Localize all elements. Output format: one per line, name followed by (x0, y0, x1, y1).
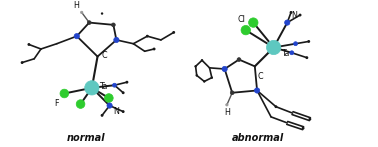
Circle shape (195, 74, 198, 77)
Circle shape (60, 89, 69, 98)
Circle shape (294, 42, 297, 46)
Circle shape (122, 91, 125, 94)
Circle shape (266, 40, 281, 55)
Circle shape (146, 35, 149, 38)
Circle shape (81, 11, 83, 14)
Circle shape (274, 105, 277, 108)
Text: Ta: Ta (99, 82, 108, 91)
Circle shape (172, 31, 175, 34)
Circle shape (125, 81, 129, 84)
Circle shape (107, 103, 112, 108)
Circle shape (305, 56, 308, 59)
Circle shape (112, 23, 115, 27)
Text: N: N (113, 107, 119, 116)
Circle shape (290, 11, 293, 14)
Circle shape (76, 100, 85, 108)
Circle shape (101, 114, 104, 117)
Text: F: F (54, 99, 59, 108)
Circle shape (113, 83, 116, 87)
Circle shape (203, 80, 206, 83)
Circle shape (101, 12, 103, 15)
Circle shape (74, 34, 79, 39)
Circle shape (249, 18, 258, 27)
Circle shape (28, 43, 30, 46)
Circle shape (211, 76, 213, 79)
Circle shape (114, 37, 119, 43)
Circle shape (290, 51, 294, 55)
Circle shape (285, 20, 290, 25)
Text: abnormal: abnormal (232, 133, 284, 143)
Circle shape (254, 88, 260, 93)
Circle shape (153, 48, 155, 50)
Circle shape (307, 40, 310, 43)
Circle shape (87, 21, 91, 25)
Circle shape (85, 81, 99, 95)
Circle shape (299, 14, 302, 16)
Circle shape (302, 127, 305, 130)
Circle shape (241, 25, 251, 35)
Circle shape (21, 61, 23, 64)
Circle shape (226, 104, 228, 106)
Text: C: C (258, 72, 263, 81)
Circle shape (237, 58, 241, 61)
Text: C: C (101, 51, 107, 60)
Text: H: H (224, 108, 230, 117)
Circle shape (194, 65, 197, 68)
Text: normal: normal (67, 133, 105, 143)
Text: Cl: Cl (238, 15, 246, 24)
Circle shape (122, 110, 125, 113)
Text: N: N (291, 11, 297, 20)
Circle shape (230, 91, 234, 95)
Circle shape (104, 94, 113, 102)
Circle shape (222, 66, 227, 72)
Text: H: H (74, 1, 79, 10)
Circle shape (308, 118, 311, 121)
Text: Ta: Ta (281, 49, 290, 58)
Circle shape (201, 59, 203, 61)
